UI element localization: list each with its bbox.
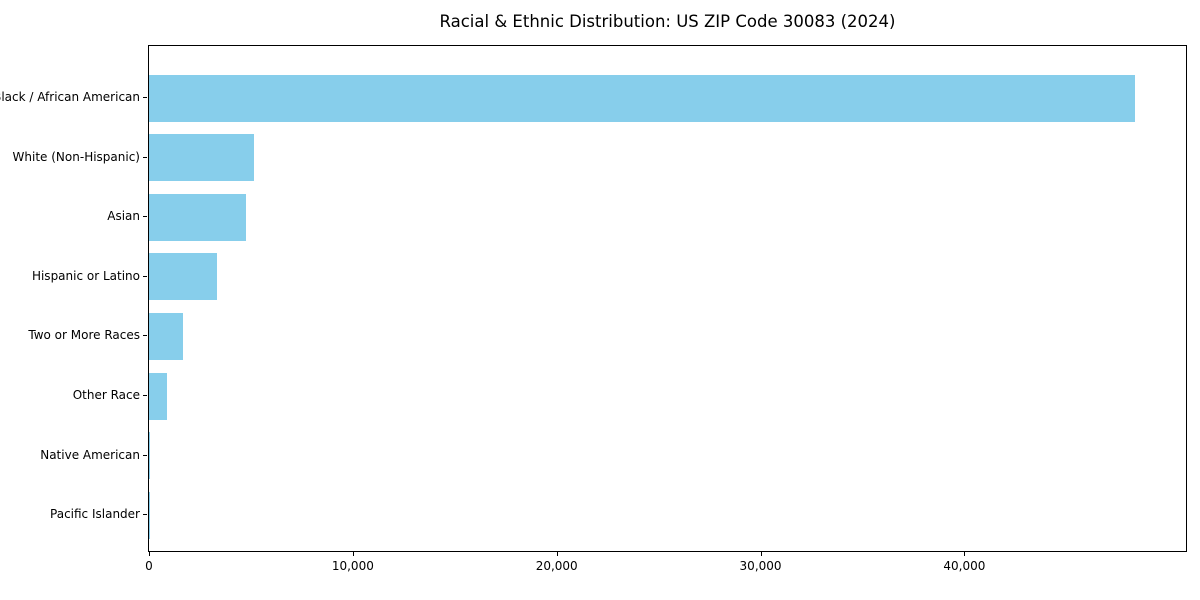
y-tick-label: White (Non-Hispanic) bbox=[12, 149, 140, 164]
y-tick-label: Hispanic or Latino bbox=[31, 268, 140, 283]
y-tick bbox=[143, 216, 147, 218]
x-tick bbox=[352, 552, 354, 556]
y-tick bbox=[143, 514, 147, 516]
y-tick bbox=[143, 156, 147, 158]
plot-area bbox=[148, 45, 1187, 552]
x-tick-label: 30,000 bbox=[739, 559, 782, 573]
y-tick-label: Native American bbox=[40, 447, 140, 462]
y-tick-label: Asian bbox=[107, 209, 140, 224]
bar bbox=[149, 193, 246, 241]
bar bbox=[149, 432, 151, 480]
y-tick bbox=[143, 97, 147, 98]
x-tick-label: 10,000 bbox=[331, 559, 374, 573]
bar bbox=[149, 372, 167, 420]
bar bbox=[149, 74, 1136, 122]
bar bbox=[149, 312, 183, 360]
x-tick-label: 20,000 bbox=[535, 559, 578, 573]
bar bbox=[149, 134, 254, 182]
bar bbox=[149, 253, 217, 301]
y-tick bbox=[143, 275, 147, 277]
y-tick-label: Pacific Islander bbox=[50, 507, 140, 522]
x-tick-label: 0 bbox=[145, 559, 153, 573]
y-tick-label: Black / African American bbox=[0, 90, 140, 104]
x-tick-label: 40,000 bbox=[943, 559, 986, 573]
x-tick bbox=[964, 552, 966, 556]
x-tick bbox=[149, 552, 150, 556]
y-tick-label: Other Race bbox=[72, 388, 140, 402]
y-tick bbox=[143, 335, 147, 337]
y-tick bbox=[143, 395, 147, 396]
y-tick-label: Two or More Races bbox=[28, 328, 140, 343]
y-tick bbox=[143, 454, 147, 456]
chart-title: Racial & Ethnic Distribution: US ZIP Cod… bbox=[439, 12, 896, 31]
x-tick bbox=[760, 552, 762, 556]
x-tick bbox=[556, 552, 558, 556]
